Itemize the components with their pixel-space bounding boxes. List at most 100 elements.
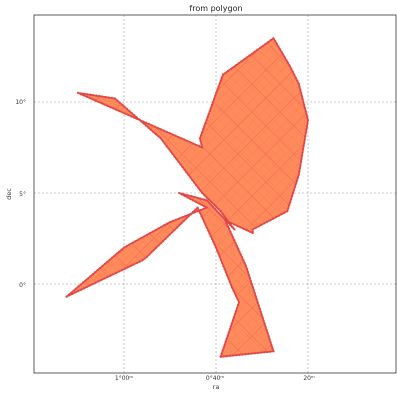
polygon-vertex-95	[194, 200, 197, 203]
polygon-vertex-398	[253, 50, 257, 53]
polygon-vertex-458	[130, 115, 133, 118]
polygon-vertex-91	[183, 194, 186, 198]
polygon-vertex-253	[225, 355, 228, 358]
polygon-vertex-39	[175, 158, 178, 161]
chart-title: from polygon	[189, 4, 242, 13]
polygon-vertex-311	[225, 221, 228, 225]
polygon-vertex-461	[121, 111, 124, 114]
polygon-vertex-447	[162, 129, 165, 132]
polygon-vertex-239	[231, 319, 235, 322]
polygon-vertex-364	[306, 116, 309, 119]
polygon-vertex-16	[123, 105, 126, 108]
polygon-vertex-217	[217, 252, 220, 255]
polygon-vertex-27	[149, 128, 153, 132]
polygon-vertex-124	[131, 241, 134, 244]
polygon-vertex-40	[177, 160, 180, 163]
polygon-vertex-228	[230, 286, 234, 289]
polygon-vertex-381	[288, 64, 291, 67]
polygon-vertex-163	[100, 278, 103, 282]
polygon-vertex-443	[174, 134, 177, 137]
polygon-vertex-132	[110, 256, 114, 259]
polygon-vertex-277	[263, 322, 266, 325]
polygon-vertex-468	[100, 102, 103, 105]
polygon-vertex-471	[91, 98, 94, 101]
polygon-vertex-265	[263, 351, 266, 354]
polygon-vertex-300	[239, 253, 242, 256]
polygon-vertex-285	[255, 298, 258, 301]
polygon-vertex-186	[161, 239, 165, 243]
polygon-vertex-246	[224, 340, 227, 343]
polygon-vertex-418	[212, 97, 216, 101]
polygon-vertex-259	[244, 353, 247, 356]
polygon-vertex-67	[233, 228, 236, 231]
polygon-vertex-297	[243, 261, 246, 265]
polygon-vertex-199	[191, 210, 195, 214]
polygon-vertex-41	[179, 163, 182, 166]
polygon-vertex-9	[104, 95, 107, 99]
polygon-vertex-119	[145, 233, 149, 237]
polygon-vertex-472	[88, 96, 91, 100]
polygon-vertex-221	[222, 264, 225, 268]
polygon-vertex-51	[199, 189, 202, 192]
polygon-vertex-191	[173, 228, 176, 232]
polygon-vertex-247	[223, 343, 226, 346]
polygon-vertex-84	[193, 195, 196, 199]
polygon-vertex-307	[230, 233, 233, 236]
polygon-vertex-164	[103, 277, 106, 280]
polygon-vertex-80	[205, 199, 208, 202]
polygon-vertex-135	[103, 262, 106, 266]
polygon-vertex-238	[232, 316, 236, 319]
polygon-vertex-362	[306, 122, 309, 125]
polygon-vertex-241	[229, 325, 232, 328]
polygon-vertex-394	[264, 42, 267, 46]
polygon-vertex-255	[231, 354, 235, 357]
polygon-vertex-178	[143, 257, 146, 260]
polygon-vertex-366	[304, 109, 307, 113]
polygon-vertex-269	[271, 347, 274, 350]
polygon-vertex-276	[264, 325, 267, 329]
polygon-vertex-405	[235, 63, 238, 67]
polygon-vertex-331	[277, 214, 280, 217]
polygon-vertex-456	[135, 117, 139, 121]
polygon-vertex-342	[293, 185, 297, 189]
polygon-vertex-72	[222, 217, 225, 220]
polygon-vertex-136	[101, 264, 104, 268]
polygon-vertex-97	[200, 203, 203, 206]
polygon-vertex-347	[298, 170, 301, 173]
polygon-vertex-148	[72, 289, 75, 292]
polygon-vertex-409	[224, 71, 227, 74]
polygon-vertex-58	[214, 205, 218, 208]
y-axis-label: dec	[5, 188, 13, 200]
polygon-vertex-465	[109, 106, 112, 109]
polygon-vertex-320	[248, 230, 251, 233]
polygon-vertex-365	[305, 112, 308, 116]
polygon-vertex-232	[236, 298, 239, 301]
polygon-vertex-313	[227, 220, 230, 223]
polygon-vertex-262	[253, 352, 256, 355]
polygon-vertex-155	[77, 289, 80, 293]
polygon-vertex-350	[299, 160, 303, 164]
polygon-vertex-467	[103, 103, 106, 106]
polygon-vertex-118	[148, 232, 152, 235]
polygon-vertex-286	[254, 295, 257, 298]
polygon-vertex-154	[74, 291, 77, 294]
polygon-vertex-334	[286, 210, 289, 213]
polygon-vertex-408	[227, 69, 230, 73]
polygon-vertex-153	[71, 292, 74, 296]
polygon-vertex-60	[219, 210, 222, 213]
polygon-vertex-7	[98, 94, 101, 98]
polygon-vertex-219	[219, 258, 223, 262]
polygon-vertex-389	[275, 42, 278, 45]
polygon-vertex-250	[220, 352, 223, 355]
polygon-vertex-37	[171, 152, 174, 156]
polygon-vertex-3	[86, 93, 89, 96]
polygon-vertex-208	[205, 226, 208, 229]
polygon-vertex-363	[306, 119, 310, 122]
polygon-vertex-391	[272, 37, 275, 40]
polygon-vertex-200	[194, 208, 197, 211]
polygon-vertex-462	[118, 109, 121, 113]
polygon-vertex-295	[245, 267, 249, 271]
polygon-vertex-349	[299, 164, 302, 167]
polygon-vertex-306	[231, 236, 235, 239]
polygon-vertex-236	[234, 310, 238, 313]
